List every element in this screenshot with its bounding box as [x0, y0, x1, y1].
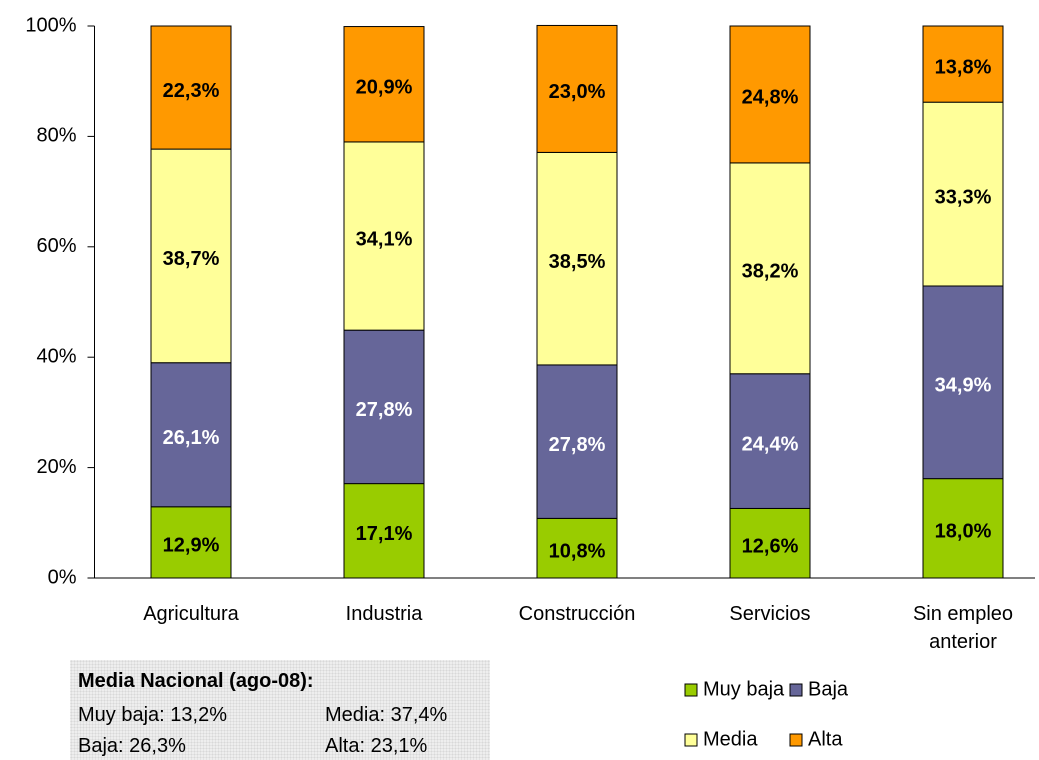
- bar-segment: [922, 25, 1004, 103]
- data-label: 17,1%: [356, 523, 413, 545]
- bar-segment: [729, 25, 811, 164]
- bar-segment: [343, 26, 425, 143]
- x-tick-label: Servicios: [729, 603, 811, 625]
- bar-segment: [729, 162, 811, 375]
- y-tick-label: 60%: [36, 235, 76, 257]
- bar-segment: [150, 25, 232, 150]
- bar-segment: [343, 329, 425, 485]
- legend-swatch: [789, 733, 803, 747]
- y-tick-label: 40%: [36, 345, 76, 367]
- legend-label: Media: [703, 728, 758, 750]
- data-label: 13,8%: [935, 56, 992, 78]
- legend-swatch: [684, 733, 698, 747]
- data-label: 24,4%: [742, 433, 799, 455]
- bar-segment: [922, 478, 1004, 579]
- legend-swatch: [684, 683, 698, 697]
- bar-segment: [343, 141, 425, 331]
- bar-segment: [922, 285, 1004, 480]
- annotation-line: Media: 37,4%: [325, 704, 448, 726]
- data-label: 27,8%: [356, 399, 413, 421]
- annotation-line: Muy baja: 13,2%: [78, 704, 227, 726]
- annotation-box: Media Nacional (ago-08): Muy baja: 13,2%…: [70, 660, 490, 760]
- bar-segment: [729, 507, 811, 579]
- x-tick-label: Construcción: [518, 603, 636, 625]
- data-label: 18,0%: [935, 521, 992, 543]
- bar-segment: [536, 364, 618, 519]
- data-label: 10,8%: [549, 540, 606, 562]
- data-label: 33,3%: [935, 186, 992, 208]
- y-tick-label: 0%: [48, 566, 77, 588]
- annotation-title: Media Nacional (ago-08):: [78, 670, 314, 692]
- data-label: 23,0%: [549, 81, 606, 103]
- legend-label: Baja: [808, 678, 849, 700]
- bar-segment: [343, 483, 425, 579]
- x-tick-label: Agricultura: [143, 603, 239, 625]
- legend-swatch: [789, 683, 803, 697]
- data-label: 12,6%: [742, 536, 799, 558]
- data-label: 12,9%: [163, 535, 220, 557]
- data-label: 34,1%: [356, 228, 413, 250]
- data-label: 38,5%: [549, 251, 606, 273]
- data-label: 22,3%: [163, 80, 220, 102]
- data-label: 20,9%: [356, 77, 413, 99]
- y-tick-label: 20%: [36, 456, 76, 478]
- data-label: 38,7%: [163, 248, 220, 270]
- bar-segment: [536, 151, 618, 366]
- bar-segment: [150, 362, 232, 508]
- bar-segment: [150, 148, 232, 364]
- data-label: 26,1%: [163, 427, 220, 449]
- data-label: 27,8%: [549, 434, 606, 456]
- y-tick-label: 100%: [25, 14, 76, 36]
- legend-label: Muy baja: [703, 678, 785, 700]
- bar-segment: [729, 373, 811, 509]
- bar-segment: [536, 24, 618, 153]
- annotation-line: Alta: 23,1%: [325, 735, 428, 757]
- data-label: 24,8%: [742, 87, 799, 109]
- y-tick-label: 80%: [36, 125, 76, 147]
- data-label: 38,2%: [742, 261, 799, 283]
- data-label: 34,9%: [935, 375, 992, 397]
- x-tick-label: Sin empleo anterior: [912, 603, 1014, 653]
- annotation-line: Baja: 26,3%: [78, 735, 186, 757]
- x-tick-label: Industria: [345, 603, 423, 625]
- legend-label: Alta: [808, 728, 843, 750]
- bar-segment: [922, 101, 1004, 287]
